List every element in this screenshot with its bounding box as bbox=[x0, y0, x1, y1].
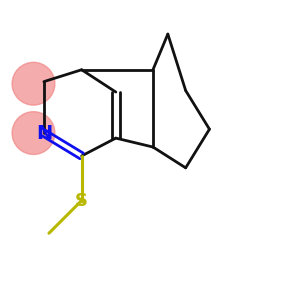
Text: N: N bbox=[36, 124, 52, 142]
Text: S: S bbox=[75, 191, 88, 209]
Circle shape bbox=[12, 62, 55, 105]
Circle shape bbox=[12, 112, 55, 154]
